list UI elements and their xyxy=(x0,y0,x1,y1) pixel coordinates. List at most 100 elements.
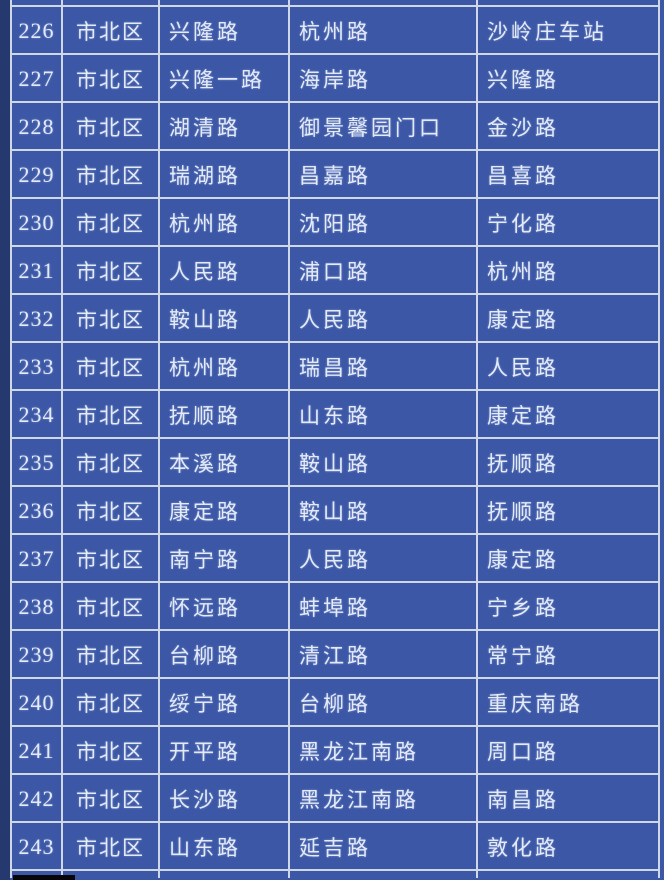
district-cell: 市北区 xyxy=(61,485,160,535)
cross-street-1-cell: 浦口路 xyxy=(288,245,478,295)
cross-street-2-cell: 人民路 xyxy=(476,341,660,391)
table-row: 235 市北区 本溪路 鞍山路 抚顺路 xyxy=(10,437,660,487)
cross-street-1-cell: 昌嘉路 xyxy=(288,149,478,199)
district-cell: 市北区 xyxy=(61,629,160,679)
cross-street-2-cell: 杭州路 xyxy=(476,245,660,295)
cross-street-2-cell: 沙岭庄车站 xyxy=(476,5,660,55)
row-number-cell: 241 xyxy=(10,725,63,775)
table-row: 227 市北区 兴隆一路 海岸路 兴隆路 xyxy=(10,53,660,103)
road-cell: 康定路 xyxy=(158,485,290,535)
road-cell: 山东路 xyxy=(158,821,290,871)
district-cell: 市北区 xyxy=(61,533,160,583)
road-cell: 本溪路 xyxy=(158,437,290,487)
district-cell: 市北区 xyxy=(61,437,160,487)
district-cell: 市北区 xyxy=(61,725,160,775)
cross-street-1-cell: 鞍山路 xyxy=(288,437,478,487)
partial-row-top xyxy=(10,0,660,7)
row-number-cell: 243 xyxy=(10,821,63,871)
cross-street-2-cell: 兴隆路 xyxy=(476,53,660,103)
bottom-left-black-patch xyxy=(13,875,75,880)
district-cell: 市北区 xyxy=(61,773,160,823)
partial-row-bottom xyxy=(10,869,660,878)
row-number-cell: 232 xyxy=(10,293,63,343)
table-row: 237 市北区 南宁路 人民路 康定路 xyxy=(10,533,660,583)
road-cell: 长沙路 xyxy=(158,773,290,823)
district-cell: 市北区 xyxy=(61,5,160,55)
row-number-cell: 231 xyxy=(10,245,63,295)
cross-street-1-cell: 黑龙江南路 xyxy=(288,725,478,775)
cross-street-2-cell: 敦化路 xyxy=(476,821,660,871)
row-number-cell: 229 xyxy=(10,149,63,199)
table-row: 232 市北区 鞍山路 人民路 康定路 xyxy=(10,293,660,343)
cross-street-2-cell: 昌喜路 xyxy=(476,149,660,199)
district-cell: 市北区 xyxy=(61,677,160,727)
road-cell: 湖清路 xyxy=(158,101,290,151)
cross-street-1-cell: 沈阳路 xyxy=(288,197,478,247)
left-page-strip xyxy=(0,0,10,880)
partial-cell xyxy=(61,0,160,7)
road-cell: 开平路 xyxy=(158,725,290,775)
district-cell: 市北区 xyxy=(61,293,160,343)
partial-cell xyxy=(61,869,160,878)
cross-street-1-cell: 黑龙江南路 xyxy=(288,773,478,823)
cross-street-1-cell: 台柳路 xyxy=(288,677,478,727)
row-number-cell: 239 xyxy=(10,629,63,679)
row-number-cell: 242 xyxy=(10,773,63,823)
table-row: 229 市北区 瑞湖路 昌嘉路 昌喜路 xyxy=(10,149,660,199)
district-cell: 市北区 xyxy=(61,53,160,103)
cross-street-1-cell: 鞍山路 xyxy=(288,485,478,535)
table-row: 242 市北区 长沙路 黑龙江南路 南昌路 xyxy=(10,773,660,823)
row-number-cell: 234 xyxy=(10,389,63,439)
intersection-table: 226 市北区 兴隆路 杭州路 沙岭庄车站 227 市北区 兴隆一路 海岸路 兴隆路 228 市北区湖… xyxy=(10,0,660,878)
district-cell: 市北区 xyxy=(61,821,160,871)
cross-street-1-cell: 御景馨园门口 xyxy=(288,101,478,151)
cross-street-2-cell: 金沙路 xyxy=(476,101,660,151)
district-cell: 市北区 xyxy=(61,101,160,151)
partial-cell xyxy=(288,869,478,878)
road-cell: 南宁路 xyxy=(158,533,290,583)
cross-street-1-cell: 瑞昌路 xyxy=(288,341,478,391)
partial-cell xyxy=(476,0,660,7)
table-row: 230 市北区 杭州路 沈阳路 宁化路 xyxy=(10,197,660,247)
table-row: 231 市北区 人民路 浦口路 杭州路 xyxy=(10,245,660,295)
road-cell: 鞍山路 xyxy=(158,293,290,343)
cross-street-1-cell: 延吉路 xyxy=(288,821,478,871)
partial-cell xyxy=(158,0,290,7)
road-cell: 怀远路 xyxy=(158,581,290,631)
cross-street-2-cell: 常宁路 xyxy=(476,629,660,679)
cross-street-2-cell: 宁乡路 xyxy=(476,581,660,631)
cross-street-2-cell: 宁化路 xyxy=(476,197,660,247)
row-number-cell: 237 xyxy=(10,533,63,583)
row-number-cell: 228 xyxy=(10,101,63,151)
table-row: 241 市北区 开平路 黑龙江南路 周口路 xyxy=(10,725,660,775)
road-cell: 杭州路 xyxy=(158,197,290,247)
road-cell: 兴隆一路 xyxy=(158,53,290,103)
partial-cell xyxy=(288,0,478,7)
road-cell: 杭州路 xyxy=(158,341,290,391)
road-cell: 抚顺路 xyxy=(158,389,290,439)
partial-cell xyxy=(10,869,63,878)
district-cell: 市北区 xyxy=(61,149,160,199)
partial-cell xyxy=(10,0,63,7)
table-row: 234 市北区 抚顺路 山东路 康定路 xyxy=(10,389,660,439)
cross-street-1-cell: 蚌埠路 xyxy=(288,581,478,631)
cross-street-1-cell: 海岸路 xyxy=(288,53,478,103)
row-number-cell: 233 xyxy=(10,341,63,391)
row-number-cell: 238 xyxy=(10,581,63,631)
row-number-cell: 235 xyxy=(10,437,63,487)
cross-street-2-cell: 康定路 xyxy=(476,389,660,439)
cross-street-2-cell: 康定路 xyxy=(476,293,660,343)
row-number-cell: 226 xyxy=(10,5,63,55)
district-cell: 市北区 xyxy=(61,341,160,391)
table-row: 228 市北区 湖清路 御景馨园门口 金沙路 xyxy=(10,101,660,151)
row-number-cell: 230 xyxy=(10,197,63,247)
cross-street-1-cell: 山东路 xyxy=(288,389,478,439)
cross-street-2-cell: 康定路 xyxy=(476,533,660,583)
cross-street-2-cell: 南昌路 xyxy=(476,773,660,823)
cross-street-1-cell: 杭州路 xyxy=(288,5,478,55)
row-number-cell: 240 xyxy=(10,677,63,727)
table-row: 238 市北区 怀远路 蚌埠路 宁乡路 xyxy=(10,581,660,631)
road-cell: 人民路 xyxy=(158,245,290,295)
cross-street-2-cell: 抚顺路 xyxy=(476,437,660,487)
cross-street-1-cell: 人民路 xyxy=(288,533,478,583)
